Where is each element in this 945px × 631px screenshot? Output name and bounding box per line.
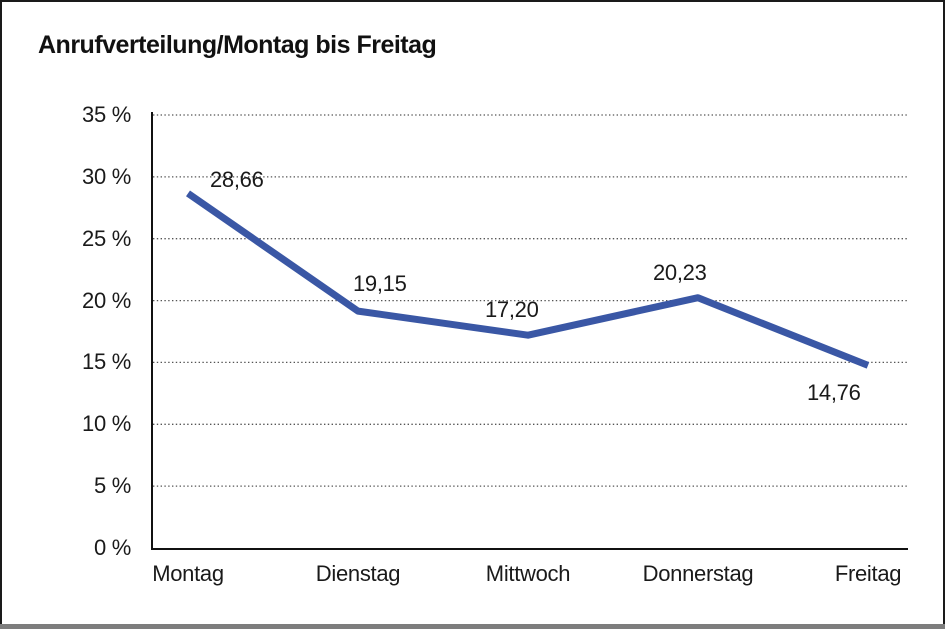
y-tick-label: 5 % xyxy=(93,473,131,499)
x-category-label: Mittwoch xyxy=(485,561,571,586)
data-point-label: 17,20 xyxy=(485,297,539,323)
chart-title: Anrufverteilung/Montag bis Freitag xyxy=(38,31,437,59)
x-category-label: Montag xyxy=(152,561,224,586)
y-tick-label: 20 % xyxy=(82,287,131,313)
data-line xyxy=(186,190,870,369)
x-category-label: Donnerstag xyxy=(642,561,754,586)
y-tick-label: 30 % xyxy=(82,163,131,189)
data-point-label: 28,66 xyxy=(210,167,264,193)
y-tick-label: 0 % xyxy=(93,535,131,560)
y-tick-label: 35 % xyxy=(82,102,131,127)
data-point-label: 14,76 xyxy=(807,380,861,406)
y-tick-label: 15 % xyxy=(82,349,131,375)
y-tick-label: 10 % xyxy=(82,411,131,437)
frame-bottom-bar xyxy=(0,624,945,629)
y-tick-label: 25 % xyxy=(82,225,131,251)
x-category-label: Dienstag xyxy=(315,561,401,586)
x-category-label: Freitag xyxy=(834,561,902,586)
data-point-label: 20,23 xyxy=(653,259,707,285)
data-point-label: 19,15 xyxy=(353,271,407,297)
